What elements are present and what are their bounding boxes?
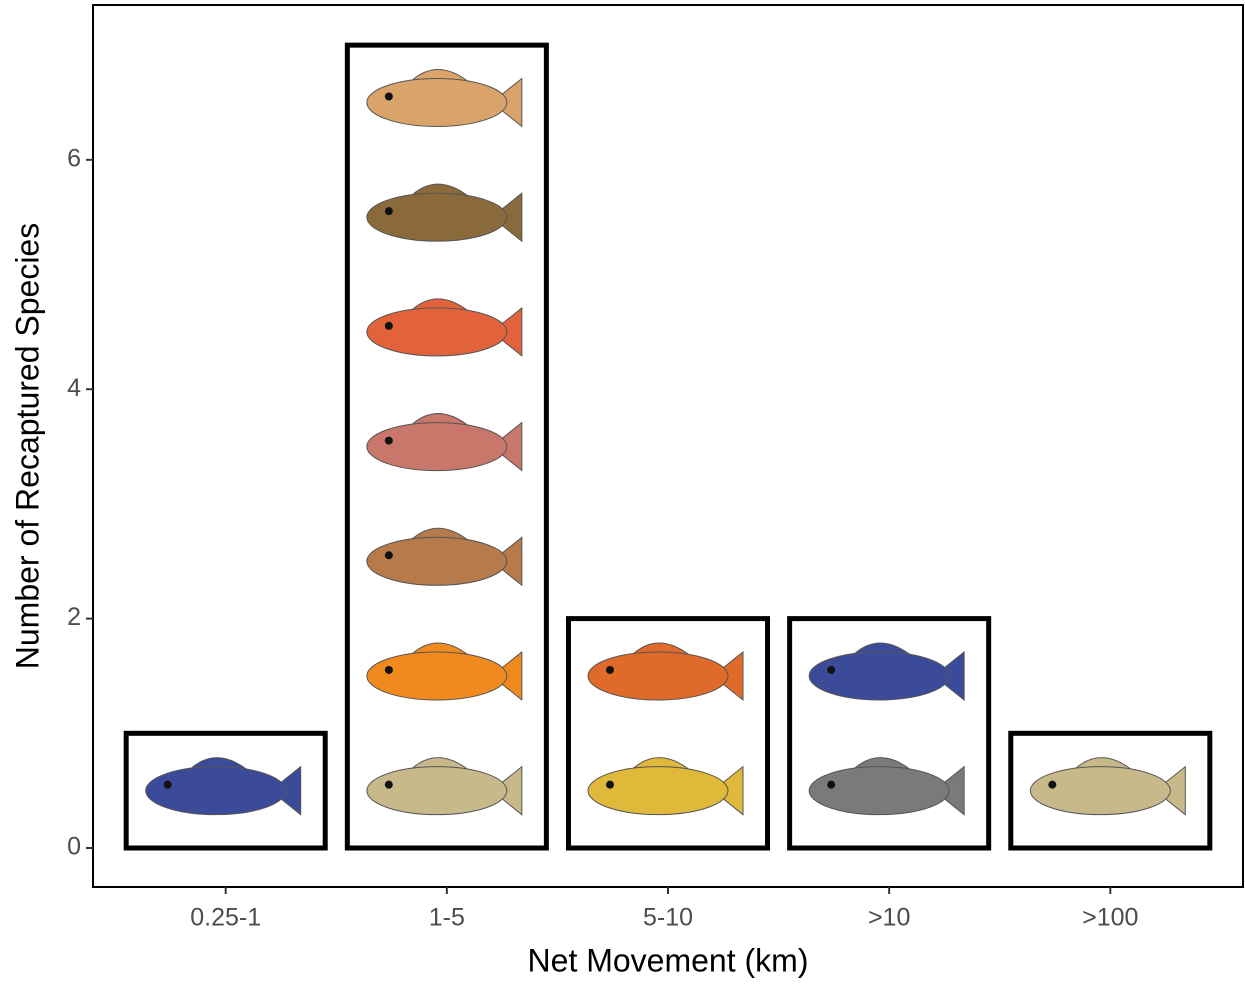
fish-eye xyxy=(384,780,393,789)
fish-eye xyxy=(1048,780,1057,789)
fish-body xyxy=(366,422,508,472)
fish-eye xyxy=(384,551,393,560)
fish-icon xyxy=(145,757,302,816)
fish-body xyxy=(587,651,729,701)
fish-icon xyxy=(366,298,523,357)
fish-body xyxy=(366,192,508,242)
fish-icon xyxy=(808,757,965,816)
fish-eye xyxy=(384,665,393,674)
x-tick-label: 5-10 xyxy=(643,904,693,932)
fish-body xyxy=(587,766,729,816)
fish-icon xyxy=(1029,757,1186,816)
fish-eye xyxy=(827,780,836,789)
y-tick-label: 6 xyxy=(67,144,81,172)
fish-body xyxy=(366,766,508,816)
y-tick-label: 4 xyxy=(67,374,81,402)
y-tick-label: 0 xyxy=(67,833,81,861)
fish-icon xyxy=(366,183,523,243)
x-tick-label: >10 xyxy=(868,904,910,932)
x-tick-label: 0.25-1 xyxy=(190,904,261,932)
fish-body xyxy=(808,766,950,816)
fish-icon xyxy=(808,642,965,702)
x-axis-title: Net Movement (km) xyxy=(528,942,809,978)
fish-eye xyxy=(384,92,393,101)
fish-eye xyxy=(163,780,172,789)
fish-eye xyxy=(606,780,614,789)
y-tick-label: 2 xyxy=(67,603,81,631)
fish-body xyxy=(366,307,508,357)
fish-eye xyxy=(384,321,393,330)
x-tick-label: >100 xyxy=(1082,904,1138,932)
fish-body xyxy=(366,77,508,127)
fish-body xyxy=(808,651,950,701)
y-axis-title: Number of Recaptured Species xyxy=(9,223,45,669)
fish-icon xyxy=(366,757,523,816)
fish-eye xyxy=(384,436,393,445)
fish-body xyxy=(366,536,508,586)
fish-icon xyxy=(366,413,523,472)
fish-icon xyxy=(366,642,523,702)
fish-body xyxy=(1029,766,1171,816)
fish-body xyxy=(366,651,508,701)
fish-eye xyxy=(384,207,393,216)
fish-icon xyxy=(366,527,523,587)
x-tick-label: 1-5 xyxy=(429,904,465,932)
fish-body xyxy=(145,766,287,816)
fish-icon xyxy=(366,69,523,128)
fish-eye xyxy=(827,665,836,674)
fish-icon xyxy=(587,642,744,702)
fish-eye xyxy=(606,665,614,674)
fish-icon xyxy=(587,757,744,816)
